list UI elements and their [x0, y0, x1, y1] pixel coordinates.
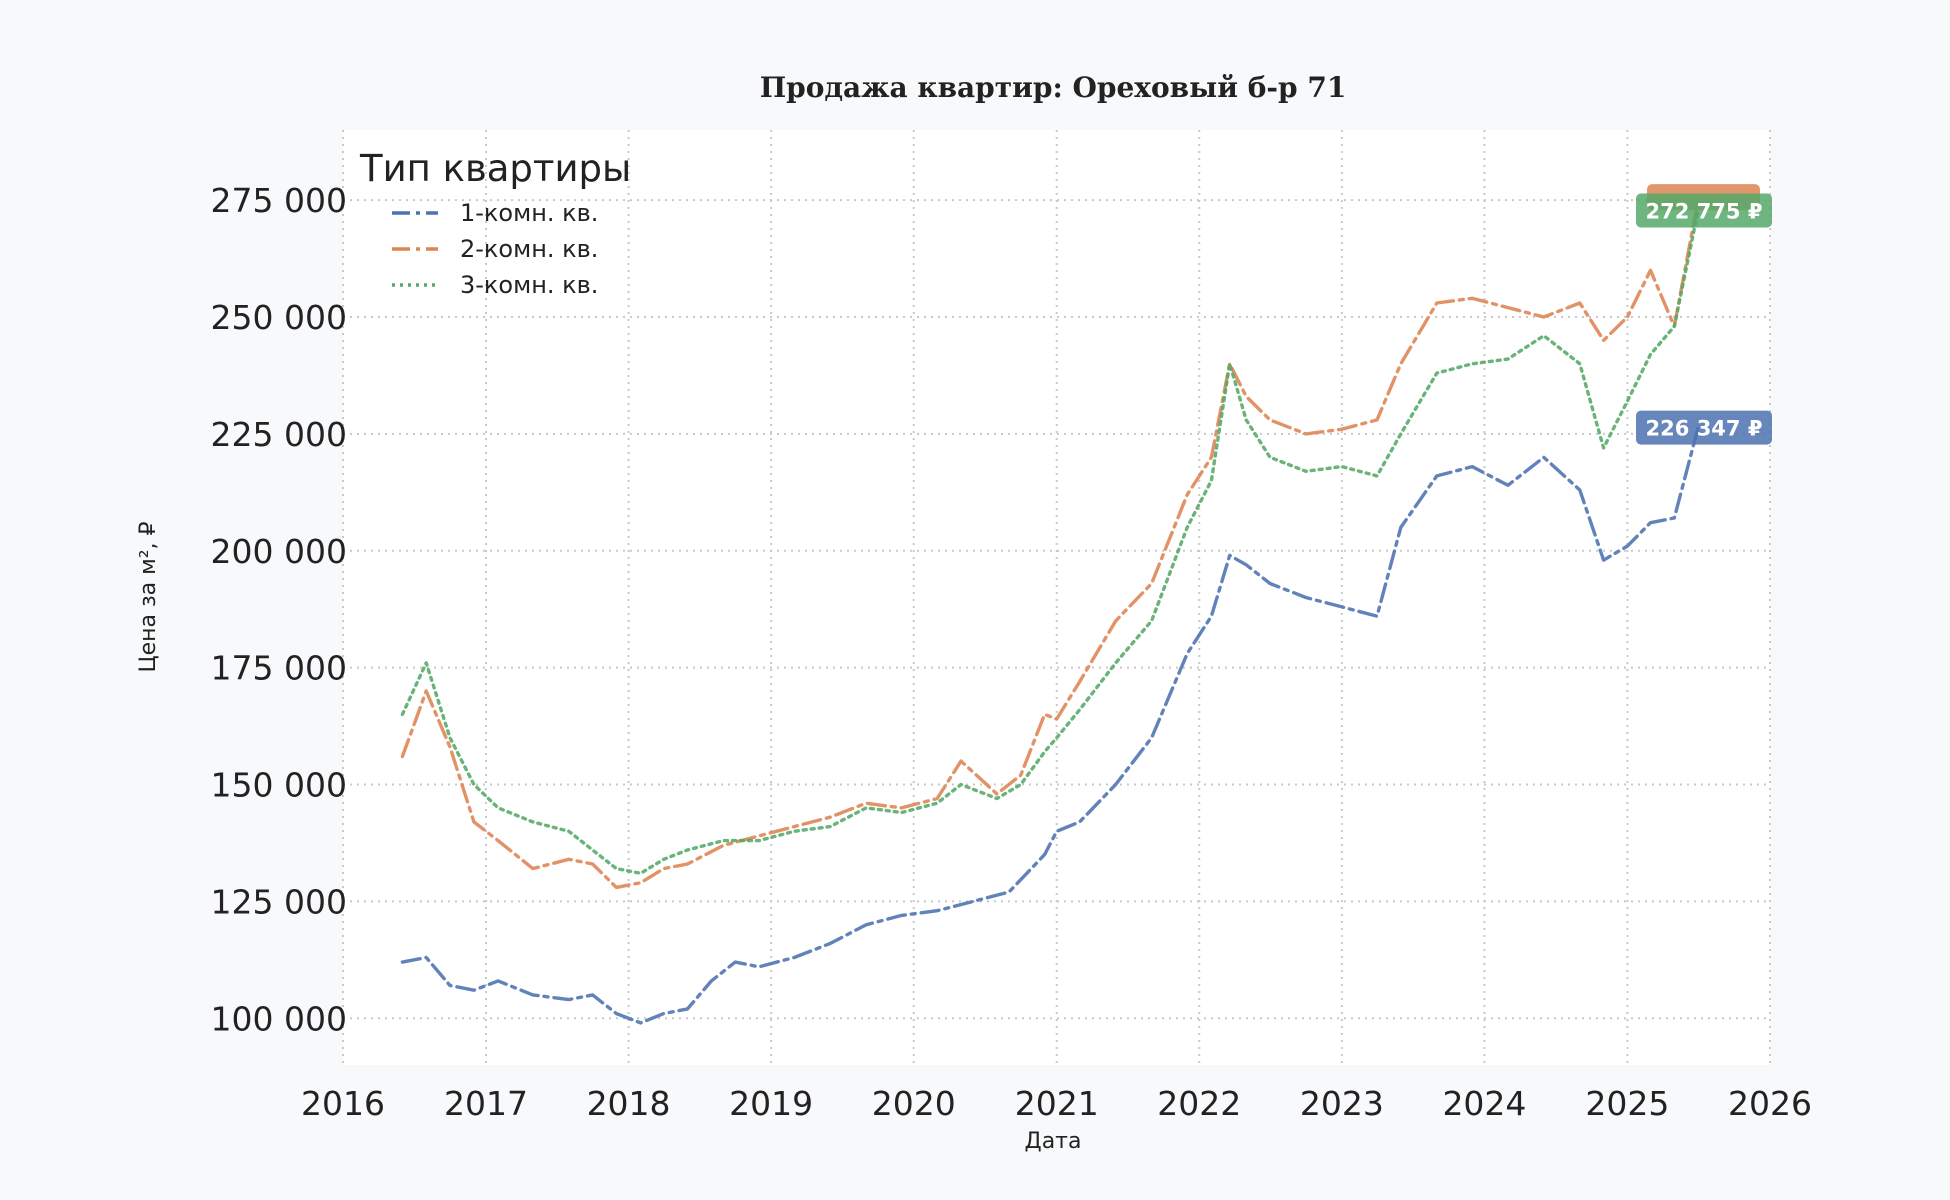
y-tick-label: 250 000 — [211, 298, 347, 337]
y-axis: 100 000 125 000 150 000 175 000 200 000 225 0… — [211, 181, 347, 1038]
x-axis: 2016 2017 2018 2019 2020 2021 2022 2023 2024 2025… — [301, 1084, 1812, 1123]
y-tick-label: 275 000 — [211, 181, 347, 220]
x-tick-label: 2021 — [1015, 1084, 1099, 1123]
x-tick-label: 2017 — [444, 1084, 528, 1123]
y-tick-label: 100 000 — [211, 999, 347, 1038]
x-tick-label: 2016 — [301, 1084, 385, 1123]
y-tick-label: 125 000 — [211, 882, 347, 921]
end-label-text: 226 347 ₽ — [1646, 417, 1763, 441]
x-axis-label: Дата — [1025, 1129, 1082, 1154]
y-tick-label: 175 000 — [211, 649, 347, 688]
end-label-3k: 272 775 ₽ — [1636, 193, 1772, 228]
chart-title: Продажа квартир: Ореховый б-р 71 — [760, 71, 1347, 104]
end-label-1k: 226 347 ₽ — [1636, 410, 1772, 445]
x-tick-label: 2023 — [1300, 1084, 1384, 1123]
series-line-2k — [400, 198, 1700, 890]
x-tick-label: 2025 — [1585, 1084, 1669, 1123]
end-label-text: 272 775 ₽ — [1646, 200, 1763, 224]
y-tick-label: 200 000 — [211, 532, 347, 571]
x-tick-label: 2026 — [1728, 1084, 1812, 1123]
legend-entry: 2-комн. кв. — [460, 235, 598, 263]
x-tick-label: 2024 — [1442, 1084, 1526, 1123]
x-tick-label: 2020 — [872, 1084, 956, 1123]
x-tick-label: 2019 — [729, 1084, 813, 1123]
series-line-1k — [400, 425, 1700, 1025]
end-label-badge — [1636, 410, 1772, 445]
x-tick-label: 2022 — [1157, 1084, 1241, 1123]
grid — [342, 130, 1771, 1065]
series-layer — [400, 198, 1700, 1025]
legend: Тип квартиры 1-комн. кв. 2-комн. кв. 3-ком… — [359, 147, 631, 299]
y-axis-label: Цена за м², ₽ — [136, 521, 161, 672]
y-tick-label: 150 000 — [211, 766, 347, 805]
end-labels: 226 347 ₽ 272 775 ₽ — [1636, 184, 1772, 445]
series-line-3k — [400, 208, 1700, 875]
end-label-badge — [1636, 193, 1772, 228]
y-tick-label: 225 000 — [211, 415, 347, 454]
x-tick-label: 2018 — [587, 1084, 671, 1123]
legend-entry: 3-комн. кв. — [460, 271, 598, 299]
legend-title: Тип квартиры — [359, 147, 631, 190]
legend-entry: 1-комн. кв. — [460, 199, 598, 227]
